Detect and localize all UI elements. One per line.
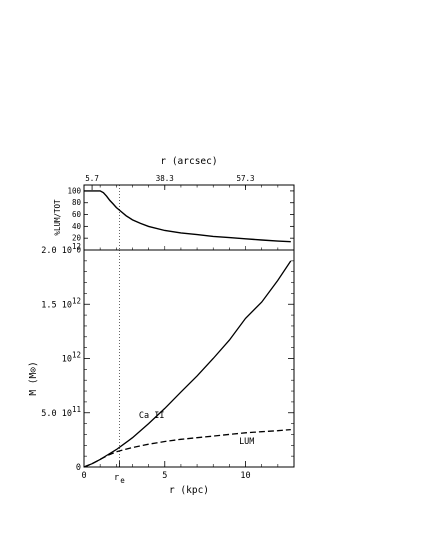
top-series-group <box>84 185 291 250</box>
bottom-x-tick-label: 5 <box>162 471 167 481</box>
bottom-y-tick-exponent: 12 <box>72 242 81 251</box>
bottom-x-tick-label: 0 <box>81 471 86 481</box>
top-y-ticks: 0 20 40 60 80 100 <box>67 186 295 255</box>
bottom-series-group <box>83 250 292 468</box>
series-line-ca-ii <box>83 260 292 468</box>
top-y-tick-label: 60 <box>72 210 82 219</box>
top-axis-tick-label: 5.7 <box>85 174 99 183</box>
bottom-x-axis-label: r (kpc) <box>169 485 209 496</box>
top-axis-tick-label: 38.3 <box>156 174 174 183</box>
top-y-tick-label: 0 <box>76 246 81 255</box>
series-annotation: Ca II <box>139 411 165 421</box>
top-y-tick-label: 100 <box>67 186 81 195</box>
top-axis-ticks: 5.7 38.3 57.3 <box>85 174 279 190</box>
bottom-y-tick-label: 1.5 10 <box>41 300 72 310</box>
top-y-tick-label: 20 <box>72 234 82 243</box>
bottom-y-tick-exponent: 11 <box>72 405 81 414</box>
bottom-y-tick-label: 10 <box>62 355 72 365</box>
bottom-annotations: Ca II LUM <box>139 411 255 447</box>
top-panel: r (arcsec) 5.7 38.3 57.3 0 20 40 60 80 100 %LUM… <box>53 156 295 255</box>
top-y-tick-label: 40 <box>72 222 82 231</box>
series-line-lum <box>83 428 291 468</box>
top-axis-label: r (arcsec) <box>160 156 217 167</box>
bottom-x-ticks: 0 5 10 r e <box>81 461 279 485</box>
top-axis-tick-label: 57.3 <box>237 174 255 183</box>
bottom-re-label: r <box>114 473 119 483</box>
series-annotation: LUM <box>239 437 254 447</box>
bottom-re-subscript: e <box>120 476 125 485</box>
top-series-line <box>84 190 291 243</box>
top-y-tick-label: 80 <box>72 198 82 207</box>
bottom-y-tick-label: 5.0 10 <box>41 409 72 419</box>
top-y-axis-label: %LUM/TOT <box>53 199 62 236</box>
bottom-y-tick-exponent: 12 <box>72 351 81 360</box>
bottom-plot-frame <box>83 249 295 468</box>
bottom-x-tick-label: 10 <box>240 471 250 481</box>
bottom-y-tick-exponent: 12 <box>72 296 81 305</box>
bottom-y-axis-label: M (M⊙) <box>28 361 39 395</box>
bottom-y-tick-label: 2.0 10 <box>41 246 72 256</box>
bottom-y-tick-label: 0 <box>76 463 81 473</box>
